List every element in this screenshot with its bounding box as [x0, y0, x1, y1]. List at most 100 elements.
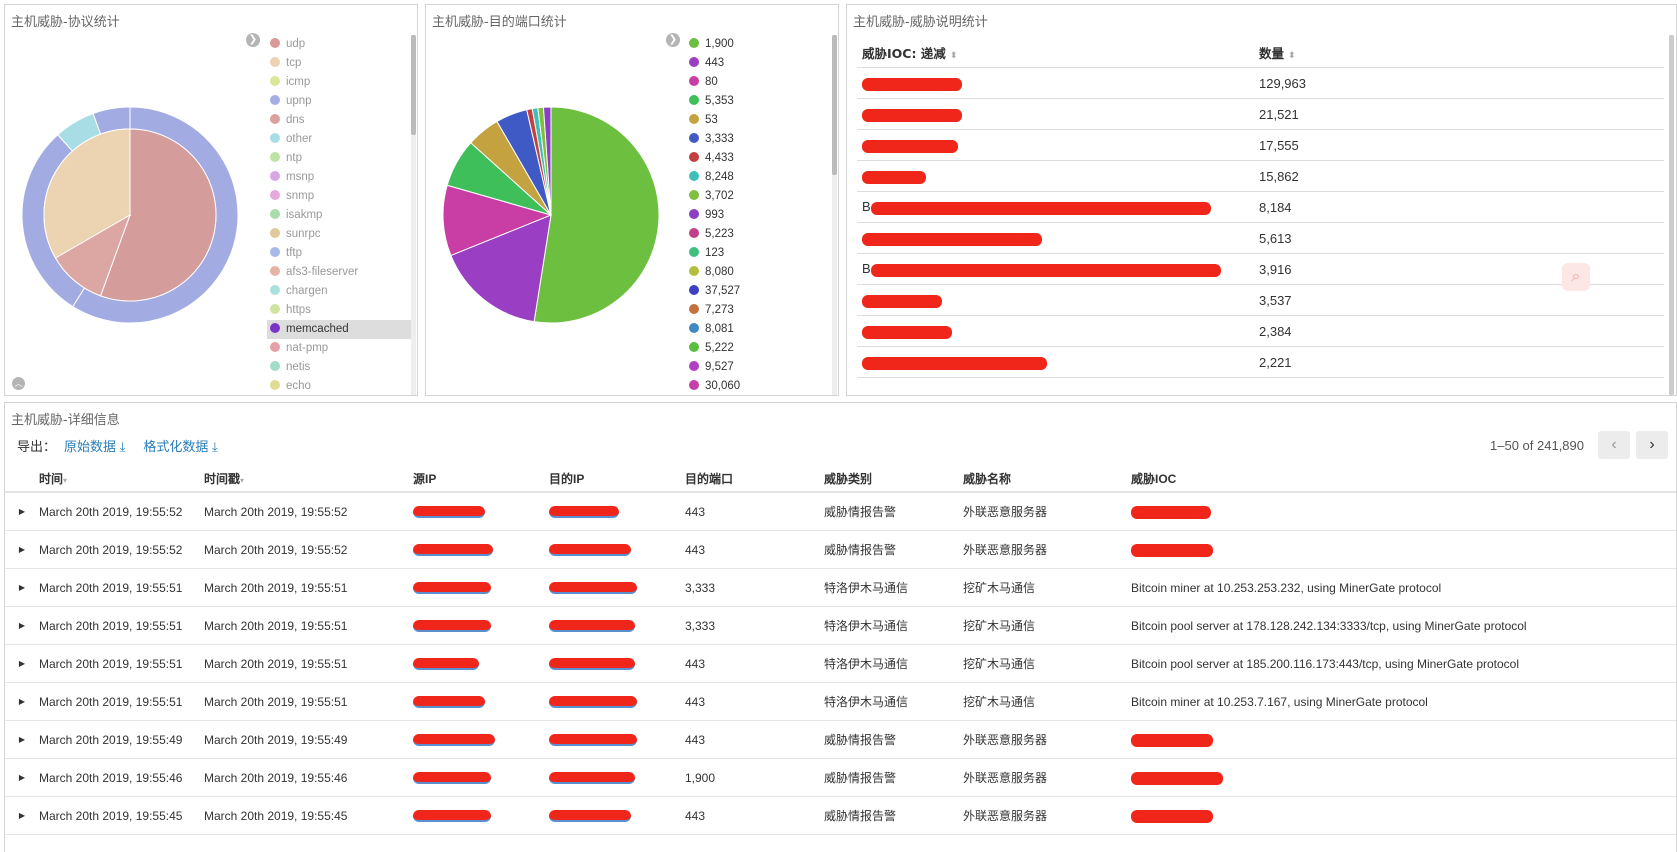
port-pie-chart[interactable] — [431, 95, 671, 335]
legend-item[interactable]: 4,433 — [686, 149, 836, 168]
table-row[interactable]: 5,613 — [857, 223, 1664, 254]
legend-toggle-icon[interactable]: ❯ — [666, 33, 680, 47]
table-row[interactable]: 17,555 — [857, 130, 1664, 161]
pie-slice[interactable] — [533, 106, 660, 324]
legend-item[interactable]: 8,081 — [686, 320, 836, 339]
legend-item[interactable]: 30,060 — [686, 377, 836, 395]
legend-item[interactable]: 8,080 — [686, 263, 836, 282]
src-ip-cell[interactable] — [413, 543, 549, 557]
legend-item[interactable]: 5,223 — [686, 225, 836, 244]
legend-item[interactable]: tcp — [267, 54, 415, 73]
legend-item[interactable]: netis — [267, 358, 415, 377]
legend-item[interactable]: 1,900 — [686, 35, 836, 54]
export-raw-link[interactable]: 原始数据 ⤓ — [64, 439, 126, 454]
count-column-header[interactable]: 数量 ⬍ — [1259, 45, 1296, 61]
sort-down-icon[interactable]: ▾ — [63, 475, 68, 485]
table-row[interactable]: ▶ March 20th 2019, 19:55:51 March 20th 201… — [5, 645, 1676, 683]
panel-scrollbar[interactable] — [1669, 35, 1674, 395]
table-row[interactable]: B 8,184 — [857, 192, 1664, 223]
next-page-button[interactable]: › — [1636, 431, 1668, 459]
legend-toggle-icon[interactable]: ❯ — [246, 33, 260, 47]
src-ip-cell[interactable] — [413, 733, 549, 747]
legend-item[interactable]: msnp — [267, 168, 415, 187]
src-ip-cell[interactable] — [413, 581, 549, 595]
table-row[interactable]: ▶ March 20th 2019, 19:55:51 March 20th 201… — [5, 683, 1676, 721]
legend-item[interactable]: udp — [267, 35, 415, 54]
legend-item[interactable]: sunrpc — [267, 225, 415, 244]
dst-ip-cell[interactable] — [549, 695, 685, 709]
expand-row-icon[interactable]: ▶ — [18, 811, 26, 820]
dst-ip-cell[interactable] — [549, 771, 685, 785]
legend-item[interactable]: tftp — [267, 244, 415, 263]
table-row[interactable]: ▶ March 20th 2019, 19:55:52 March 20th 201… — [5, 531, 1676, 569]
legend-item[interactable]: chargen — [267, 282, 415, 301]
table-row[interactable]: B 3,916 — [857, 254, 1664, 285]
legend-scrollbar[interactable] — [832, 35, 837, 395]
legend-item[interactable]: 37,527 — [686, 282, 836, 301]
pie-slice[interactable] — [542, 106, 552, 216]
dst-ip-cell[interactable] — [549, 733, 685, 747]
src-ip-cell[interactable] — [413, 809, 549, 823]
expand-row-icon[interactable]: ▶ — [18, 659, 26, 668]
expand-row-icon[interactable]: ▶ — [18, 735, 26, 744]
ioc-column-header[interactable]: 威胁IOC — [1131, 471, 1177, 486]
legend-item[interactable]: 3,333 — [686, 130, 836, 149]
table-row[interactable]: ▶ March 20th 2019, 19:55:51 March 20th 201… — [5, 607, 1676, 645]
legend-item[interactable]: 123 — [686, 244, 836, 263]
legend-item[interactable]: 3,702 — [686, 187, 836, 206]
legend-scrollbar[interactable] — [411, 35, 416, 395]
name-column-header[interactable]: 威胁名称 — [963, 471, 1012, 486]
expand-row-icon[interactable]: ▶ — [18, 697, 26, 706]
dst-ip-cell[interactable] — [549, 505, 685, 519]
dst-ip-column-header[interactable]: 目的IP — [549, 471, 585, 486]
legend-item[interactable]: dns — [267, 111, 415, 130]
legend-item[interactable]: icmp — [267, 73, 415, 92]
sort-down-icon[interactable]: ▾ — [240, 475, 245, 485]
src-ip-cell[interactable] — [413, 771, 549, 785]
table-row[interactable]: ▶ March 20th 2019, 19:55:52 March 20th 201… — [5, 493, 1676, 531]
magnify-icon[interactable]: ⌕ — [1562, 263, 1590, 291]
legend-item[interactable]: 53 — [686, 111, 836, 130]
legend-item[interactable]: 5,353 — [686, 92, 836, 111]
table-row[interactable]: ▶ March 20th 2019, 19:55:51 March 20th 201… — [5, 569, 1676, 607]
src-ip-cell[interactable] — [413, 619, 549, 633]
protocol-donut-chart[interactable] — [10, 95, 250, 335]
table-row[interactable]: 15,862 — [857, 161, 1664, 192]
src-ip-column-header[interactable]: 源IP — [413, 471, 437, 486]
legend-item[interactable]: 7,273 — [686, 301, 836, 320]
table-row[interactable]: 2,221 — [857, 347, 1664, 378]
table-row[interactable]: 129,963 — [857, 68, 1664, 99]
timestamp-column-header[interactable]: 时间戳▾ — [204, 471, 245, 486]
dst-ip-cell[interactable] — [549, 809, 685, 823]
time-column-header[interactable]: 时间▾ — [39, 471, 68, 486]
legend-item[interactable]: 80 — [686, 73, 836, 92]
expand-row-icon[interactable]: ▶ — [18, 545, 26, 554]
category-column-header[interactable]: 威胁类别 — [824, 471, 873, 486]
legend-item[interactable]: 443 — [686, 54, 836, 73]
ioc-column-header[interactable]: 威胁IOC: 递减 ⬍ — [862, 45, 958, 61]
dst-ip-cell[interactable] — [549, 619, 685, 633]
src-ip-cell[interactable] — [413, 505, 549, 519]
expand-row-icon[interactable]: ▶ — [18, 583, 26, 592]
collapse-icon[interactable]: ︿ — [12, 377, 25, 390]
expand-row-icon[interactable]: ▶ — [18, 773, 26, 782]
dst-ip-cell[interactable] — [549, 543, 685, 557]
legend-item[interactable]: 5,222 — [686, 339, 836, 358]
dst-ip-cell[interactable] — [549, 657, 685, 671]
table-row[interactable]: ▶ March 20th 2019, 19:55:46 March 20th 201… — [5, 759, 1676, 797]
table-row[interactable]: ▶ March 20th 2019, 19:55:45 March 20th 201… — [5, 797, 1676, 835]
dst-port-column-header[interactable]: 目的端口 — [685, 471, 734, 486]
legend-item[interactable]: snmp — [267, 187, 415, 206]
legend-item[interactable]: afs3-fileserver — [267, 263, 415, 282]
legend-item[interactable]: echo — [267, 377, 415, 395]
legend-item[interactable]: nat-pmp — [267, 339, 415, 358]
src-ip-cell[interactable] — [413, 695, 549, 709]
table-row[interactable]: 21,521 — [857, 99, 1664, 130]
legend-item[interactable]: upnp — [267, 92, 415, 111]
prev-page-button[interactable]: ‹ — [1598, 431, 1630, 459]
legend-item[interactable]: 993 — [686, 206, 836, 225]
legend-item[interactable]: 8,248 — [686, 168, 836, 187]
expand-row-icon[interactable]: ▶ — [18, 507, 26, 516]
table-row[interactable]: 3,537 — [857, 285, 1664, 316]
legend-item[interactable]: other — [267, 130, 415, 149]
